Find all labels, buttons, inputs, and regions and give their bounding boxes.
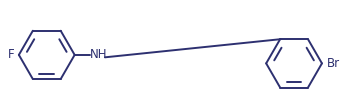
Text: NH: NH [90,48,108,61]
Text: Br: Br [327,57,340,70]
Text: F: F [8,48,14,61]
